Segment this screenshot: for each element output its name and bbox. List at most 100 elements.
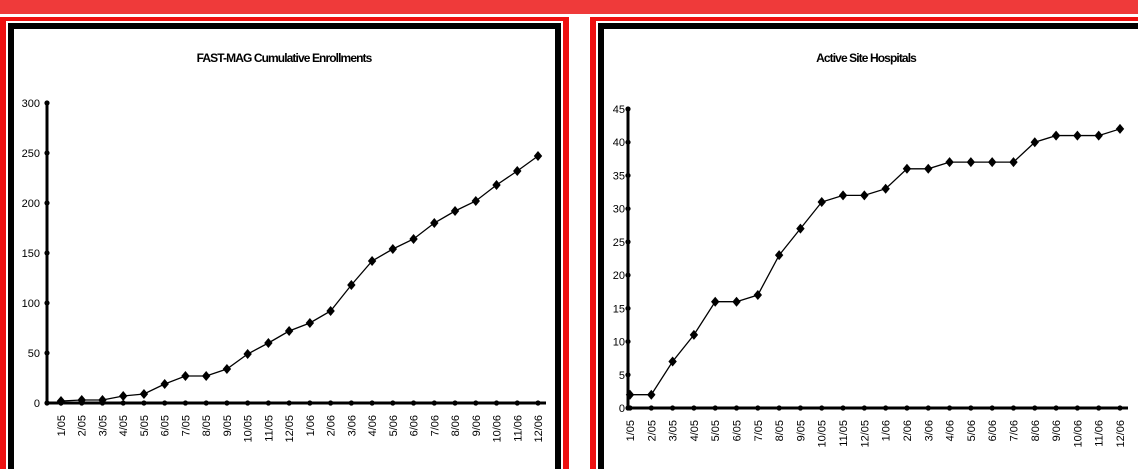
x-tick-label: 11/06 xyxy=(1094,420,1106,447)
x-tick-mark xyxy=(286,400,292,406)
x-tick-label: 9/05 xyxy=(795,420,807,441)
x-tick-mark xyxy=(797,405,804,411)
x-tick-mark xyxy=(627,405,633,411)
y-tick-label: 40 xyxy=(613,137,625,149)
x-tick-label: 8/06 xyxy=(450,415,462,436)
series-line xyxy=(630,128,1121,396)
x-tick-label: 8/06 xyxy=(1030,420,1042,441)
x-tick-label: 4/06 xyxy=(945,420,957,441)
data-point xyxy=(430,218,439,228)
x-tick-label: 6/05 xyxy=(160,415,172,436)
y-tick-mark xyxy=(625,206,631,212)
x-tick-label: 11/06 xyxy=(512,415,524,442)
x-tick-mark xyxy=(265,400,271,406)
x-tick-label: 10/05 xyxy=(243,415,255,443)
x-tick-label: 2/05 xyxy=(646,420,658,441)
x-tick-label: 6/05 xyxy=(732,420,744,441)
y-tick-mark xyxy=(625,106,631,112)
y-tick-mark xyxy=(625,139,631,145)
data-point xyxy=(533,151,543,161)
y-tick-label: 15 xyxy=(613,303,625,315)
x-tick-label: 5/06 xyxy=(966,420,978,441)
data-point xyxy=(513,166,522,176)
data-point xyxy=(732,296,741,307)
x-tick-mark xyxy=(1074,405,1080,411)
data-point xyxy=(201,371,211,381)
x-tick-mark xyxy=(203,400,209,406)
x-tick-label: 7/05 xyxy=(753,420,765,441)
x-tick-label: 2/05 xyxy=(77,415,89,436)
x-tick-label: 5/05 xyxy=(710,420,722,441)
data-point xyxy=(326,306,335,316)
chart-title-enrollments: FAST-MAG Cumulative Enrollments xyxy=(197,51,373,65)
x-tick-mark xyxy=(369,400,375,406)
data-point xyxy=(77,395,86,405)
y-tick-mark xyxy=(625,272,631,278)
data-point xyxy=(945,157,954,168)
x-tick-label: 3/06 xyxy=(923,420,935,441)
x-tick-label: 6/06 xyxy=(987,420,999,441)
data-point xyxy=(1115,123,1125,134)
data-point xyxy=(711,296,720,307)
x-tick-mark xyxy=(141,400,147,406)
data-point xyxy=(56,396,66,406)
x-tick-label: 7/06 xyxy=(429,415,441,436)
data-point xyxy=(924,163,933,174)
y-tick-mark xyxy=(625,305,631,311)
data-point xyxy=(119,391,128,401)
y-tick-label: 50 xyxy=(28,348,40,360)
data-point xyxy=(471,196,480,206)
x-tick-mark xyxy=(904,405,910,411)
data-point xyxy=(181,371,190,381)
x-tick-label: 10/05 xyxy=(817,420,829,448)
x-tick-mark xyxy=(755,405,761,411)
x-tick-mark xyxy=(452,400,458,406)
x-tick-label: 9/06 xyxy=(471,415,483,436)
y-tick-label: 45 xyxy=(613,104,625,116)
data-point xyxy=(838,190,848,201)
data-point xyxy=(987,157,997,168)
x-tick-mark xyxy=(946,405,953,411)
x-tick-mark xyxy=(431,400,437,406)
y-tick-mark xyxy=(625,338,631,345)
x-tick-mark xyxy=(670,405,676,411)
y-tick-mark xyxy=(44,200,50,206)
data-point xyxy=(774,250,784,261)
x-tick-mark xyxy=(883,405,889,411)
data-point xyxy=(367,256,377,266)
x-tick-label: 11/05 xyxy=(263,415,275,442)
x-tick-mark xyxy=(162,400,168,406)
x-tick-label: 7/06 xyxy=(1008,420,1020,441)
data-point xyxy=(1009,157,1018,168)
x-tick-mark xyxy=(307,400,313,406)
y-tick-label: 10 xyxy=(613,337,625,349)
y-tick-label: 250 xyxy=(22,148,40,160)
series-line xyxy=(60,155,539,402)
x-tick-label: 9/06 xyxy=(1051,420,1063,441)
x-tick-label: 3/05 xyxy=(668,420,680,441)
x-tick-mark xyxy=(691,405,697,411)
x-tick-mark xyxy=(819,405,825,411)
data-point xyxy=(409,234,418,244)
x-tick-label: 1/05 xyxy=(625,420,637,441)
x-tick-mark xyxy=(1096,405,1102,411)
data-point xyxy=(1051,130,1061,141)
x-tick-mark xyxy=(328,400,334,406)
x-tick-label: 3/05 xyxy=(97,415,109,436)
x-tick-mark xyxy=(968,405,974,411)
data-point xyxy=(817,197,826,208)
data-point xyxy=(668,356,677,367)
x-tick-mark xyxy=(493,400,500,406)
x-tick-mark xyxy=(861,405,867,411)
x-tick-label: 12/05 xyxy=(859,420,871,448)
x-tick-label: 12/05 xyxy=(284,415,296,443)
top-accent-bar xyxy=(0,0,1138,14)
x-tick-mark xyxy=(1117,405,1123,411)
data-point xyxy=(647,389,656,400)
data-point xyxy=(689,329,699,340)
data-point xyxy=(243,349,252,359)
y-tick-mark xyxy=(625,172,631,179)
data-point xyxy=(305,318,315,328)
x-tick-mark xyxy=(776,405,782,411)
data-point xyxy=(388,244,398,254)
